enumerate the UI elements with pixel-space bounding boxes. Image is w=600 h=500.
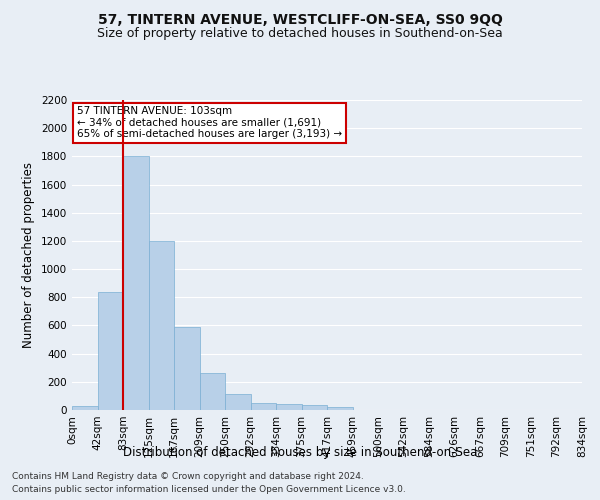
Text: 57 TINTERN AVENUE: 103sqm
← 34% of detached houses are smaller (1,691)
65% of se: 57 TINTERN AVENUE: 103sqm ← 34% of detac… (77, 106, 342, 140)
Bar (174, 327, 199, 410)
Text: Contains public sector information licensed under the Open Government Licence v3: Contains public sector information licen… (12, 485, 406, 494)
Bar (199, 374, 225, 410)
Bar (276, 404, 302, 410)
Text: Contains HM Land Registry data © Crown copyright and database right 2024.: Contains HM Land Registry data © Crown c… (12, 472, 364, 481)
Bar (302, 406, 327, 410)
Text: Size of property relative to detached houses in Southend-on-Sea: Size of property relative to detached ho… (97, 28, 503, 40)
Bar (72, 406, 97, 410)
Bar (97, 292, 123, 410)
Bar (225, 394, 251, 410)
Bar (149, 241, 174, 410)
Y-axis label: Number of detached properties: Number of detached properties (22, 162, 35, 348)
Bar (327, 408, 353, 410)
Bar (251, 403, 276, 410)
Text: Distribution of detached houses by size in Southend-on-Sea: Distribution of detached houses by size … (123, 446, 477, 459)
Bar (123, 156, 149, 410)
Text: 57, TINTERN AVENUE, WESTCLIFF-ON-SEA, SS0 9QQ: 57, TINTERN AVENUE, WESTCLIFF-ON-SEA, SS… (98, 12, 502, 26)
